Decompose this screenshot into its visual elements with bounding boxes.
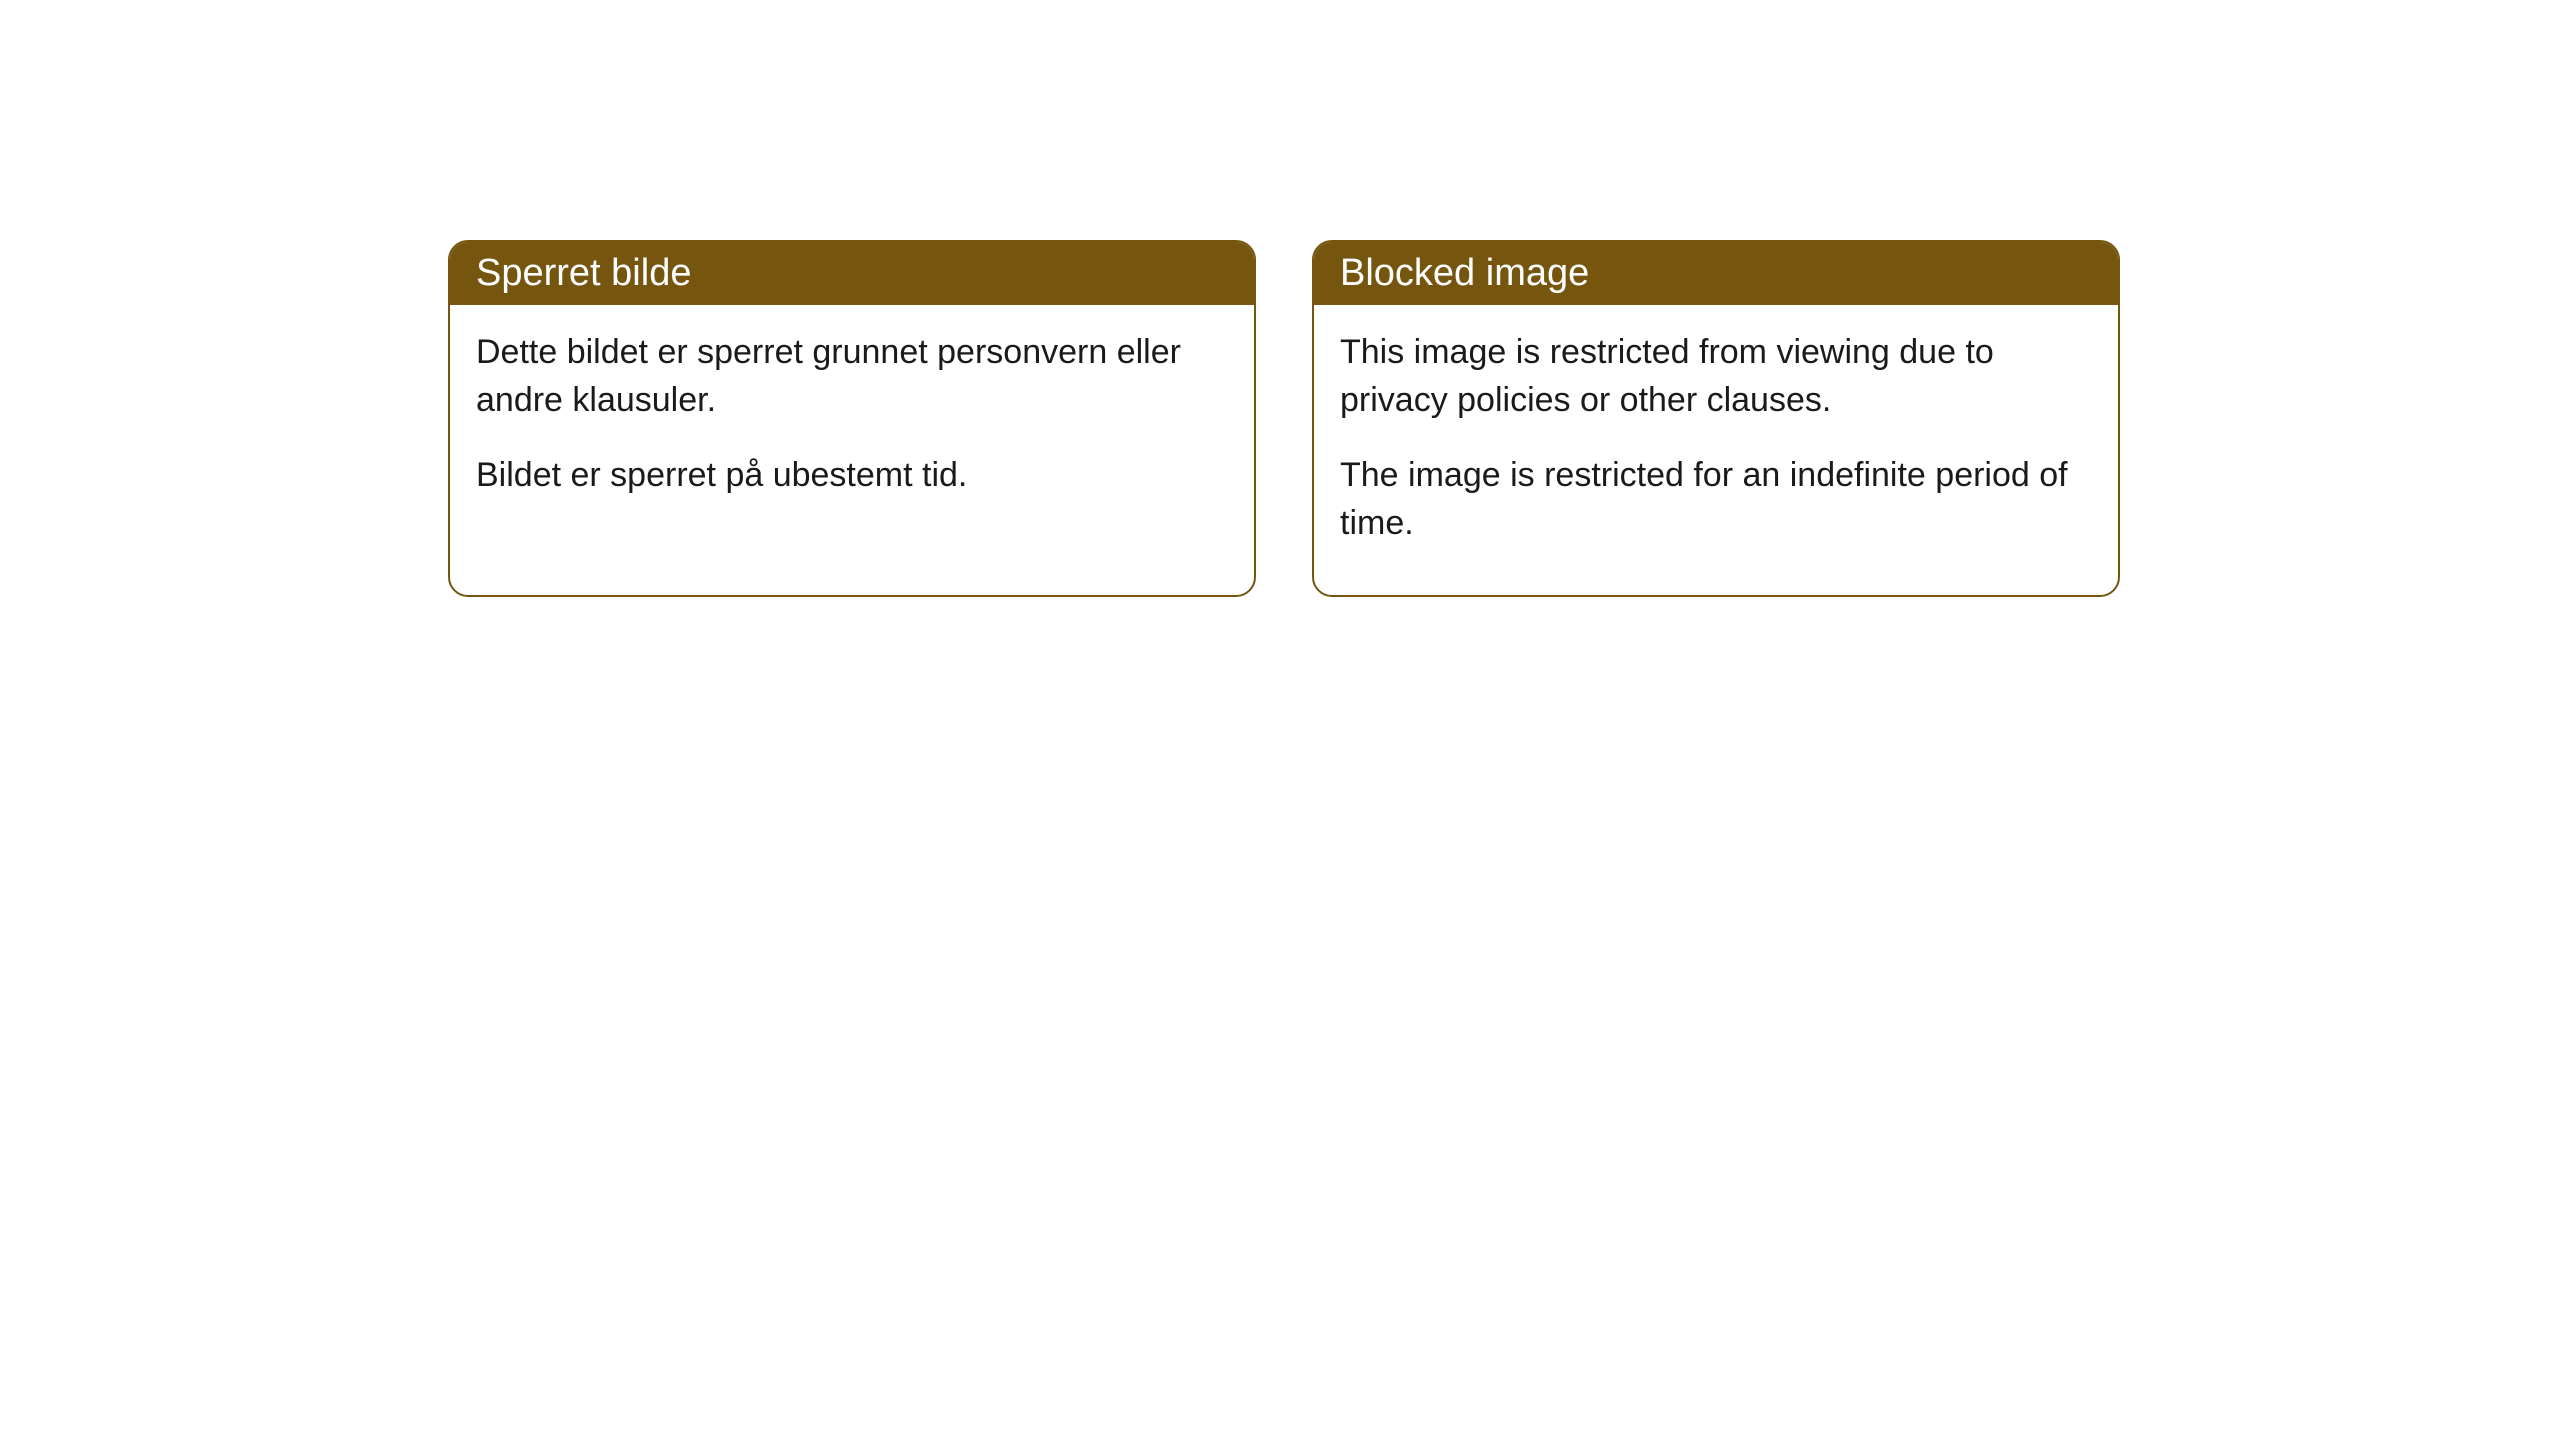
notice-body: This image is restricted from viewing du… bbox=[1314, 305, 2118, 595]
notice-paragraph: Dette bildet er sperret grunnet personve… bbox=[476, 329, 1228, 424]
notice-header: Blocked image bbox=[1314, 242, 2118, 305]
notice-paragraph: This image is restricted from viewing du… bbox=[1340, 329, 2092, 424]
notice-header: Sperret bilde bbox=[450, 242, 1254, 305]
notice-container: Sperret bilde Dette bildet er sperret gr… bbox=[448, 240, 2120, 597]
notice-card-english: Blocked image This image is restricted f… bbox=[1312, 240, 2120, 597]
notice-paragraph: The image is restricted for an indefinit… bbox=[1340, 452, 2092, 547]
notice-body: Dette bildet er sperret grunnet personve… bbox=[450, 305, 1254, 548]
notice-paragraph: Bildet er sperret på ubestemt tid. bbox=[476, 452, 1228, 500]
notice-card-norwegian: Sperret bilde Dette bildet er sperret gr… bbox=[448, 240, 1256, 597]
